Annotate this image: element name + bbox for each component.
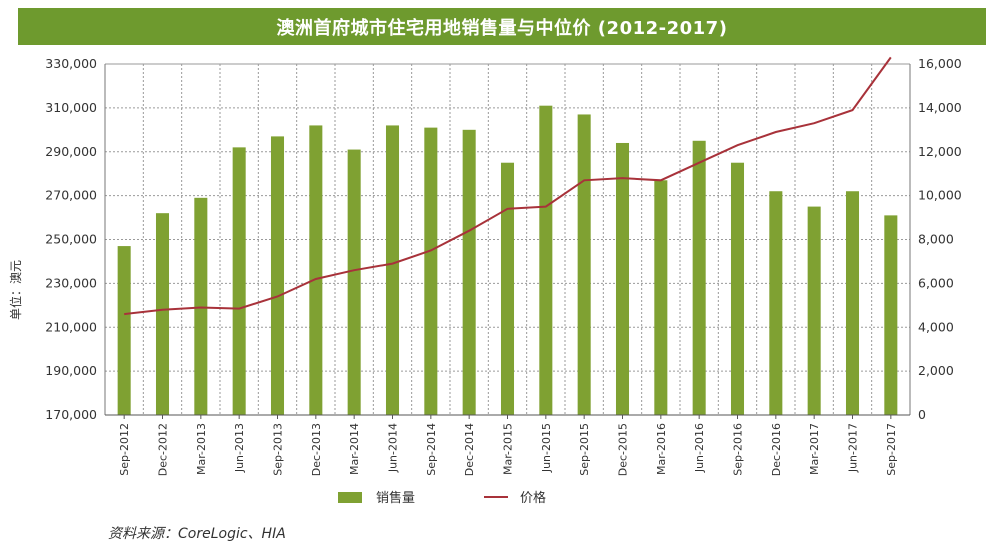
legend-label-bar: 销售量 [376,490,415,506]
bar [232,147,246,416]
y-axis-label: 单位：澳元 [8,260,23,320]
y-tick-label-left: 250,000 [45,232,97,247]
x-tick-label: Sep-2017 [885,423,898,476]
legend-label-line: 价格 [520,490,546,506]
bar [807,206,821,415]
y-tick-label-right: 2,000 [918,363,954,378]
chart-title: 澳洲首府城市住宅用地销售量与中位价 (2012-2017) [18,8,986,45]
bar [309,125,323,416]
bar [385,125,400,416]
x-tick-label: Dec-2016 [770,423,783,476]
bar [347,149,361,415]
y-tick-label-left: 190,000 [45,363,97,378]
x-tick-label: Mar-2017 [808,423,821,475]
bar [117,246,131,415]
x-tick-label: Sep-2014 [425,423,438,476]
bar [462,129,476,415]
bar [884,215,898,415]
x-tick-label: Mar-2016 [655,423,668,475]
y-tick-label-left: 310,000 [45,100,97,115]
y-tick-label-right: 6,000 [918,275,954,290]
bar [539,105,553,416]
x-tick-label: Dec-2015 [617,423,630,476]
bar [730,162,745,415]
y-tick-label-right: 4,000 [918,319,954,334]
x-tick-label: Jun-2017 [847,423,860,473]
bar [692,140,706,415]
y-tick-label-left: 170,000 [45,407,97,422]
axes: 170,000 0 190,000 2,000 210,000 4,000 230,000 6… [8,56,962,476]
y-tick-label-left: 330,000 [45,56,97,71]
bar [500,162,515,415]
bar [155,213,170,415]
legend: 销售量 价格 [338,490,546,506]
x-tick-label: Dec-2012 [157,423,170,476]
y-tick-label-right: 0 [918,407,926,422]
bar [845,191,860,415]
bar [577,114,591,416]
legend-swatch-bar [338,492,362,503]
bar [194,197,208,415]
x-tick-label: Jun-2014 [387,423,400,473]
bar [424,127,438,416]
y-tick-label-right: 10,000 [918,188,962,203]
y-tick-label-left: 210,000 [45,319,97,334]
x-tick-label: Sep-2016 [732,423,745,476]
x-tick-label: Jun-2013 [233,423,246,473]
bar [615,142,630,415]
x-tick-label: Sep-2012 [118,423,131,476]
y-tick-label-left: 270,000 [45,188,97,203]
y-tick-label-right: 14,000 [918,100,962,115]
bar [654,180,668,415]
source-note: 资料来源：CoreLogic、HIA [108,526,286,542]
bar [270,136,285,416]
x-tick-label: Mar-2014 [348,423,361,475]
x-tick-label: Dec-2013 [310,423,323,476]
bar [769,191,783,415]
x-tick-label: Sep-2015 [578,423,591,476]
x-tick-label: Dec-2014 [463,423,476,476]
x-tick-label: Sep-2013 [272,423,285,476]
y-tick-label-right: 16,000 [918,56,962,71]
y-tick-label-left: 290,000 [45,144,97,159]
y-tick-label-right: 8,000 [918,232,954,247]
bar-series [117,105,898,416]
y-tick-label-left: 230,000 [45,275,97,290]
x-tick-label: Jun-2016 [693,423,706,473]
x-tick-label: Mar-2015 [502,423,515,475]
line-series [124,56,892,316]
x-tick-label: Mar-2013 [195,423,208,475]
price-line [124,56,892,316]
x-tick-label: Jun-2015 [540,423,553,473]
y-tick-label-right: 12,000 [918,144,962,159]
